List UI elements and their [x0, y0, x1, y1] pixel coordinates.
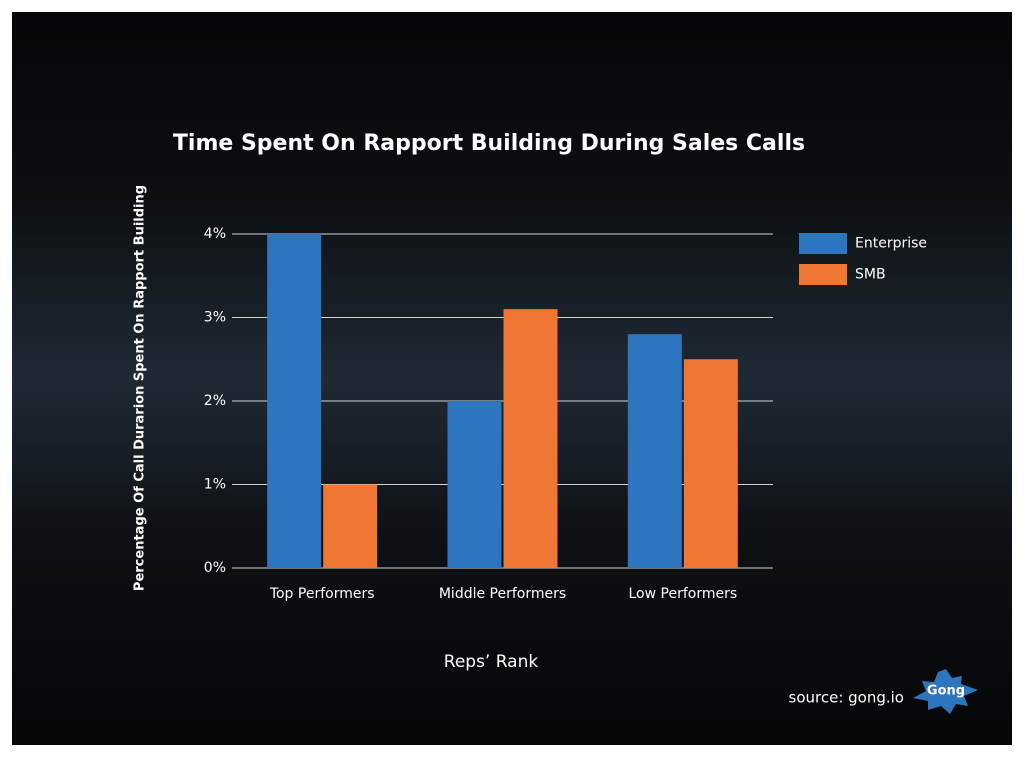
bar: [503, 309, 558, 568]
legend-swatch: [799, 233, 847, 254]
legend-swatch: [799, 264, 847, 285]
bar: [447, 401, 502, 568]
bar: [323, 484, 378, 568]
y-axis-label: Percentage Of Call Durarion Spent On Rap…: [133, 185, 148, 591]
y-tick-label: 0%: [204, 560, 226, 576]
legend-label: Enterprise: [855, 236, 927, 252]
chart-title: Time Spent On Rapport Building During Sa…: [173, 131, 805, 156]
source: source: gong.io: [789, 689, 904, 707]
x-tick-label: Top Performers: [269, 586, 375, 602]
x-tick-label: Low Performers: [629, 586, 738, 602]
legend-label: SMB: [855, 267, 886, 283]
y-tick-label: 2%: [204, 393, 226, 409]
x-axis-label: Reps’ Rank: [444, 652, 539, 672]
bar: [267, 234, 322, 568]
y-tick-label: 3%: [204, 310, 226, 326]
logo: Gong: [927, 684, 965, 699]
x-tick-label: Middle Performers: [439, 586, 566, 602]
logo-shape: [913, 669, 978, 714]
bar: [627, 334, 682, 568]
y-tick-label: 4%: [204, 226, 226, 242]
bar: [683, 359, 738, 568]
y-tick-label: 1%: [204, 477, 226, 493]
